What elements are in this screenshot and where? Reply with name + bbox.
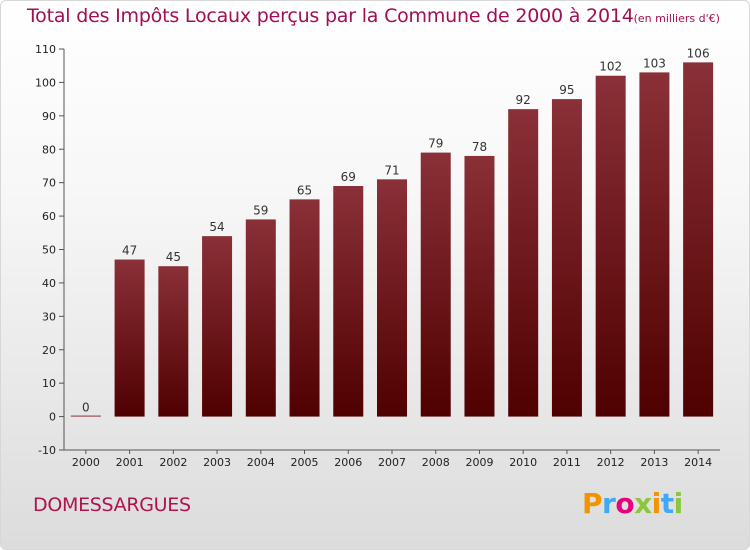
x-tick-label: 2003: [203, 456, 231, 469]
data-label-2014: 106: [687, 46, 710, 60]
y-tick-label: 110: [35, 43, 56, 56]
y-tick-label: 60: [42, 210, 56, 223]
data-label-2007: 71: [384, 163, 399, 177]
x-tick-label: 2002: [159, 456, 187, 469]
data-label-2013: 103: [643, 56, 666, 70]
bar-2005: [289, 199, 320, 417]
bar-2009: [464, 155, 495, 417]
logo-letter: x: [634, 487, 652, 520]
bar-2008: [420, 152, 451, 417]
y-tick-label: 90: [42, 110, 56, 123]
y-tick-label: 40: [42, 277, 56, 290]
bar-2004: [245, 219, 276, 417]
x-tick-label: 2005: [291, 456, 319, 469]
x-tick-label: 2000: [72, 456, 100, 469]
bar-2013: [639, 72, 670, 417]
data-label-2004: 59: [253, 203, 268, 217]
bar-2012: [595, 75, 626, 417]
data-label-2002: 45: [166, 250, 181, 264]
y-tick-label: 70: [42, 177, 56, 190]
data-label-2010: 92: [516, 93, 531, 107]
data-label-2009: 78: [472, 140, 487, 154]
x-tick-label: 2006: [334, 456, 362, 469]
x-tick-label: 2008: [422, 456, 450, 469]
bar-2010: [508, 109, 539, 417]
logo-letter: P: [582, 487, 603, 520]
bar-2003: [202, 236, 233, 417]
x-tick-label: 2010: [509, 456, 537, 469]
y-tick-label: 30: [42, 310, 56, 323]
x-tick-label: 2012: [597, 456, 625, 469]
y-tick-label: 80: [42, 143, 56, 156]
chart-subtitle: (en milliers d'€): [633, 12, 720, 25]
logo-letter: i: [673, 487, 684, 520]
y-tick-label: 50: [42, 244, 56, 257]
x-tick-label: 2004: [247, 456, 275, 469]
bar-2006: [333, 186, 364, 417]
bar-2002: [158, 266, 189, 417]
bar-2007: [377, 179, 407, 417]
x-tick-label: 2007: [378, 456, 406, 469]
y-tick-label: 0: [49, 411, 56, 424]
bar-2014: [683, 62, 714, 417]
data-label-2006: 69: [341, 170, 356, 184]
y-tick-label: 10: [42, 377, 56, 390]
x-tick-label: 2014: [684, 456, 712, 469]
data-labels: 0 47 45 54 59 65 69 71 79 78 92 95 102 103 106: [82, 46, 710, 414]
logo-letter: i: [651, 487, 662, 520]
bar-2000: [70, 415, 101, 417]
data-label-2005: 65: [297, 183, 312, 197]
y-tick-label: 100: [35, 76, 56, 89]
data-label-2001: 47: [122, 244, 137, 258]
logo-letter: o: [615, 487, 635, 520]
title-text: Total des Impôts Locaux perçus par la Co…: [27, 5, 634, 27]
bars: [70, 62, 714, 417]
y-tick-label: -10: [38, 444, 56, 457]
data-label-2012: 102: [599, 60, 622, 74]
chart-title: Total des Impôts Locaux perçus par la Co…: [27, 5, 720, 27]
data-label-2003: 54: [209, 220, 224, 234]
x-tick-label: 2009: [465, 456, 493, 469]
commune-name: DOMESSARGUES: [33, 494, 191, 516]
logo-letter: t: [660, 487, 674, 520]
bar-2001: [114, 259, 145, 417]
bar-2011: [551, 99, 582, 417]
data-label-2000: 0: [82, 401, 90, 415]
data-label-2008: 79: [428, 137, 443, 151]
data-label-2011: 95: [559, 83, 574, 97]
x-tick-label: 2011: [553, 456, 581, 469]
x-tick-label: 2001: [116, 456, 144, 469]
x-tick-label: 2013: [640, 456, 668, 469]
y-tick-label: 20: [42, 344, 56, 357]
logo-letter: r: [602, 487, 616, 520]
